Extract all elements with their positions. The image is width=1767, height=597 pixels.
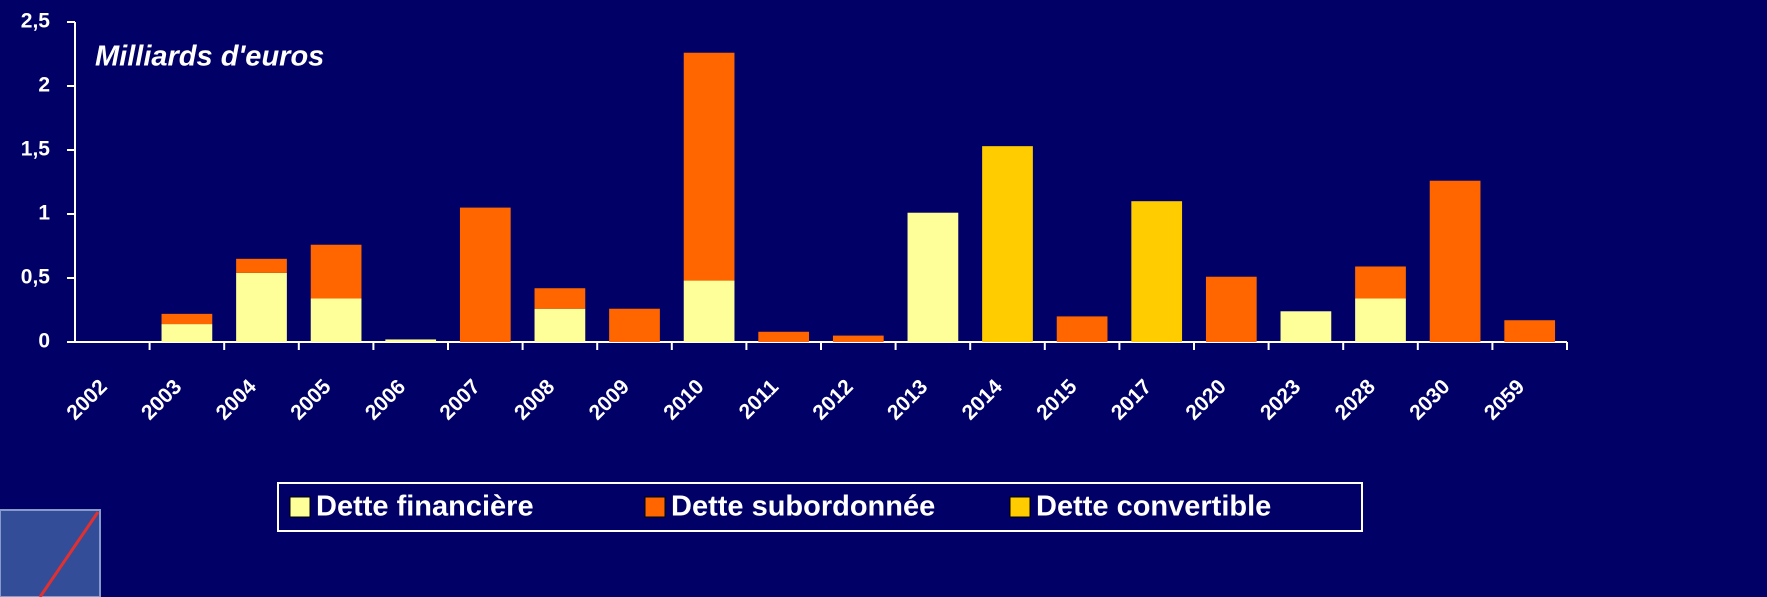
bar-segment [758,331,810,342]
bar-segment [832,335,884,342]
y-tick-label: 0 [38,330,50,353]
legend-swatch [289,496,311,518]
bar-segment [236,258,287,273]
bar-segment [683,52,735,281]
bar-segment [1205,276,1257,342]
legend-label: Dette convertible [1036,491,1271,523]
bar-segment [534,288,586,309]
bar-segment [161,324,213,342]
legend-swatch [644,496,666,518]
bar-segment [1355,298,1406,342]
legend-label: Dette subordonnée [671,491,935,523]
legend-box [277,482,1363,532]
bar-segment [385,339,437,342]
y-tick-label: 1 [38,202,50,225]
bar-segment [907,212,959,342]
bar-segment [1280,311,1332,342]
logo [0,509,101,597]
legend-label: Dette financière [316,491,534,523]
bar-segment [534,308,586,342]
y-tick-label: 2,5 [21,10,51,33]
bar-segment [161,313,213,325]
logo-stroke [38,511,100,597]
bar-segment [1355,266,1406,299]
bar-segment [1504,320,1556,342]
bar-segment [1131,201,1183,342]
bar-segment [310,244,362,299]
annotation: Milliards d'euros [95,41,324,73]
y-tick-label: 0,5 [21,266,51,289]
bar-segment [609,308,660,342]
bar-segment [982,146,1033,342]
bar-segment [683,280,735,342]
bar-segment [236,272,287,342]
bar-segment [459,207,511,342]
bar-segment [310,298,362,342]
bar-segment [1056,316,1108,342]
y-tick-label: 2 [38,74,50,97]
legend-swatch [1009,496,1031,518]
y-tick-label: 1,5 [21,138,51,161]
bar-segment [1429,180,1481,342]
